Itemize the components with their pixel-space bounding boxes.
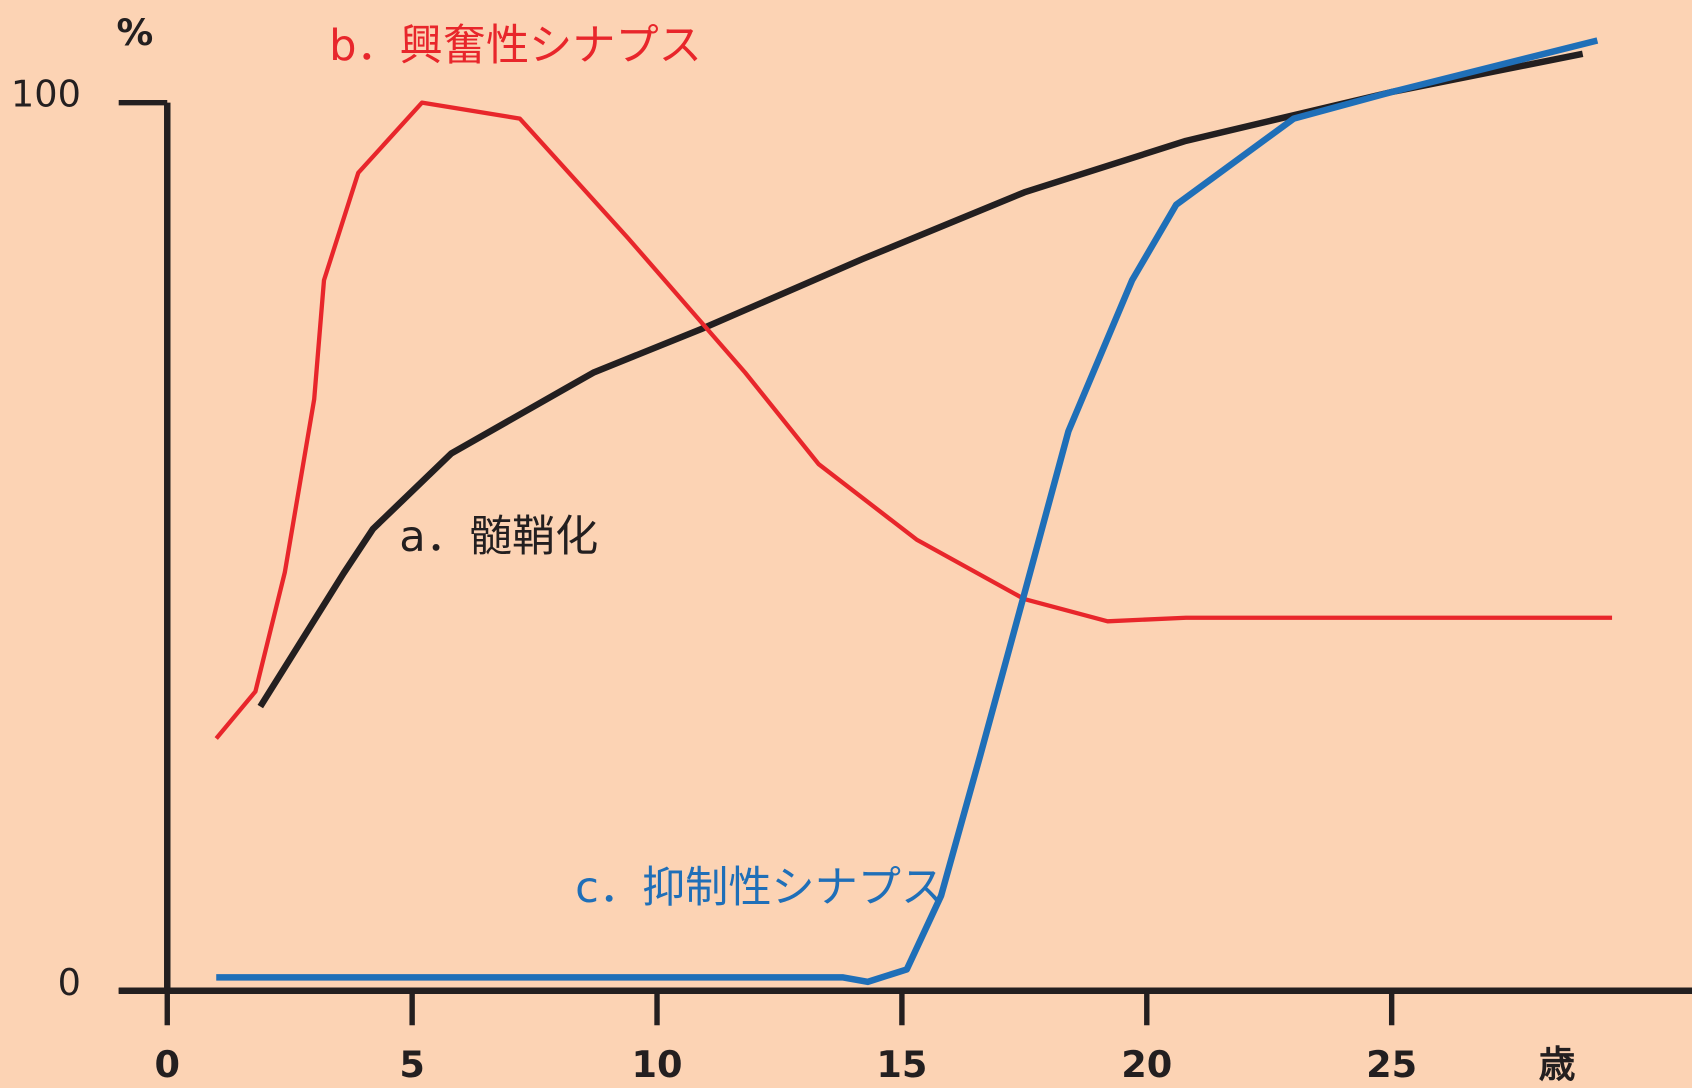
x-tick-label: 15: [876, 1043, 927, 1086]
x-axis-label: 歳: [1539, 1043, 1576, 1086]
y-axis-label: %: [117, 11, 154, 54]
series-label: b．興奮性シナプス: [329, 21, 702, 71]
x-tick-label: 20: [1121, 1043, 1172, 1086]
series-line: [216, 37, 1599, 986]
x-tick-label: 10: [631, 1043, 682, 1086]
x-tick-label: 5: [399, 1043, 425, 1086]
x-tick-label: 25: [1366, 1043, 1417, 1086]
y-tick-label: 0: [58, 961, 81, 1004]
series-line: [257, 50, 1584, 709]
series-label: c．抑制性シナプス: [575, 863, 944, 913]
x-tick-label: 0: [154, 1043, 180, 1086]
y-tick-label: 100: [11, 73, 81, 116]
series-label: a．髄鞘化: [399, 512, 598, 562]
series-line: [214, 100, 1613, 740]
